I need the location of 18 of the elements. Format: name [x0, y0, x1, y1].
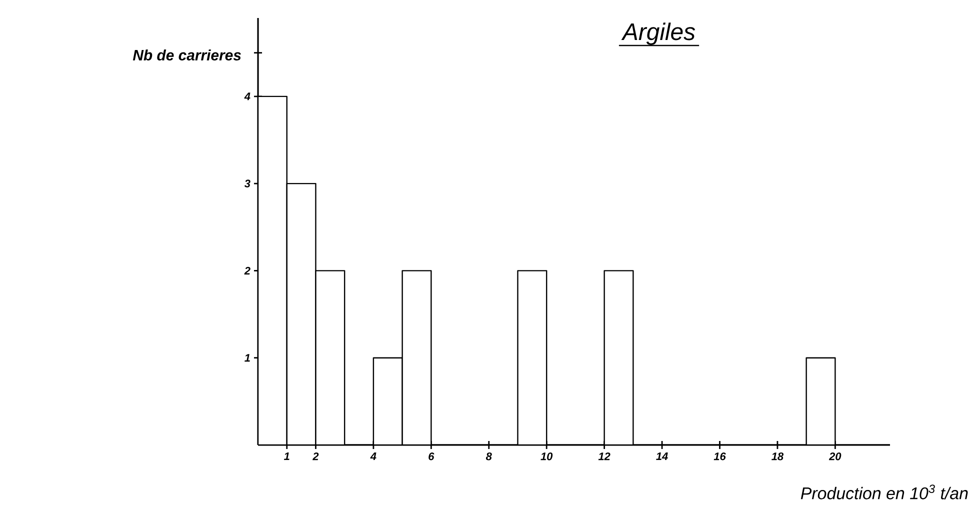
chart-title: Argiles	[621, 22, 696, 45]
x-axis-title: Production en 10$^{3}$ t/an	[800, 484, 968, 500]
x-tick-label: 20	[828, 452, 842, 460]
y-tick-label: 3	[244, 180, 250, 188]
x-tick-label: 12	[598, 452, 610, 460]
x-tick-label: 4	[370, 452, 376, 460]
y-tick-label: 1	[244, 354, 250, 362]
x-tick-label: 1	[284, 452, 290, 460]
x-tick-label: 10	[540, 452, 553, 460]
x-tick-label: 16	[714, 452, 726, 460]
x-tick-label: 6	[428, 452, 434, 460]
x-tick-label: 2	[312, 452, 319, 460]
y-axis-title: Nb de carrieres	[132, 49, 241, 60]
x-tick-label: 14	[656, 452, 668, 460]
y-tick-label: 4	[244, 92, 250, 100]
y-tick-label: 2	[244, 266, 250, 275]
x-tick-label: 8	[486, 452, 492, 460]
x-tick-label: 18	[772, 452, 784, 460]
